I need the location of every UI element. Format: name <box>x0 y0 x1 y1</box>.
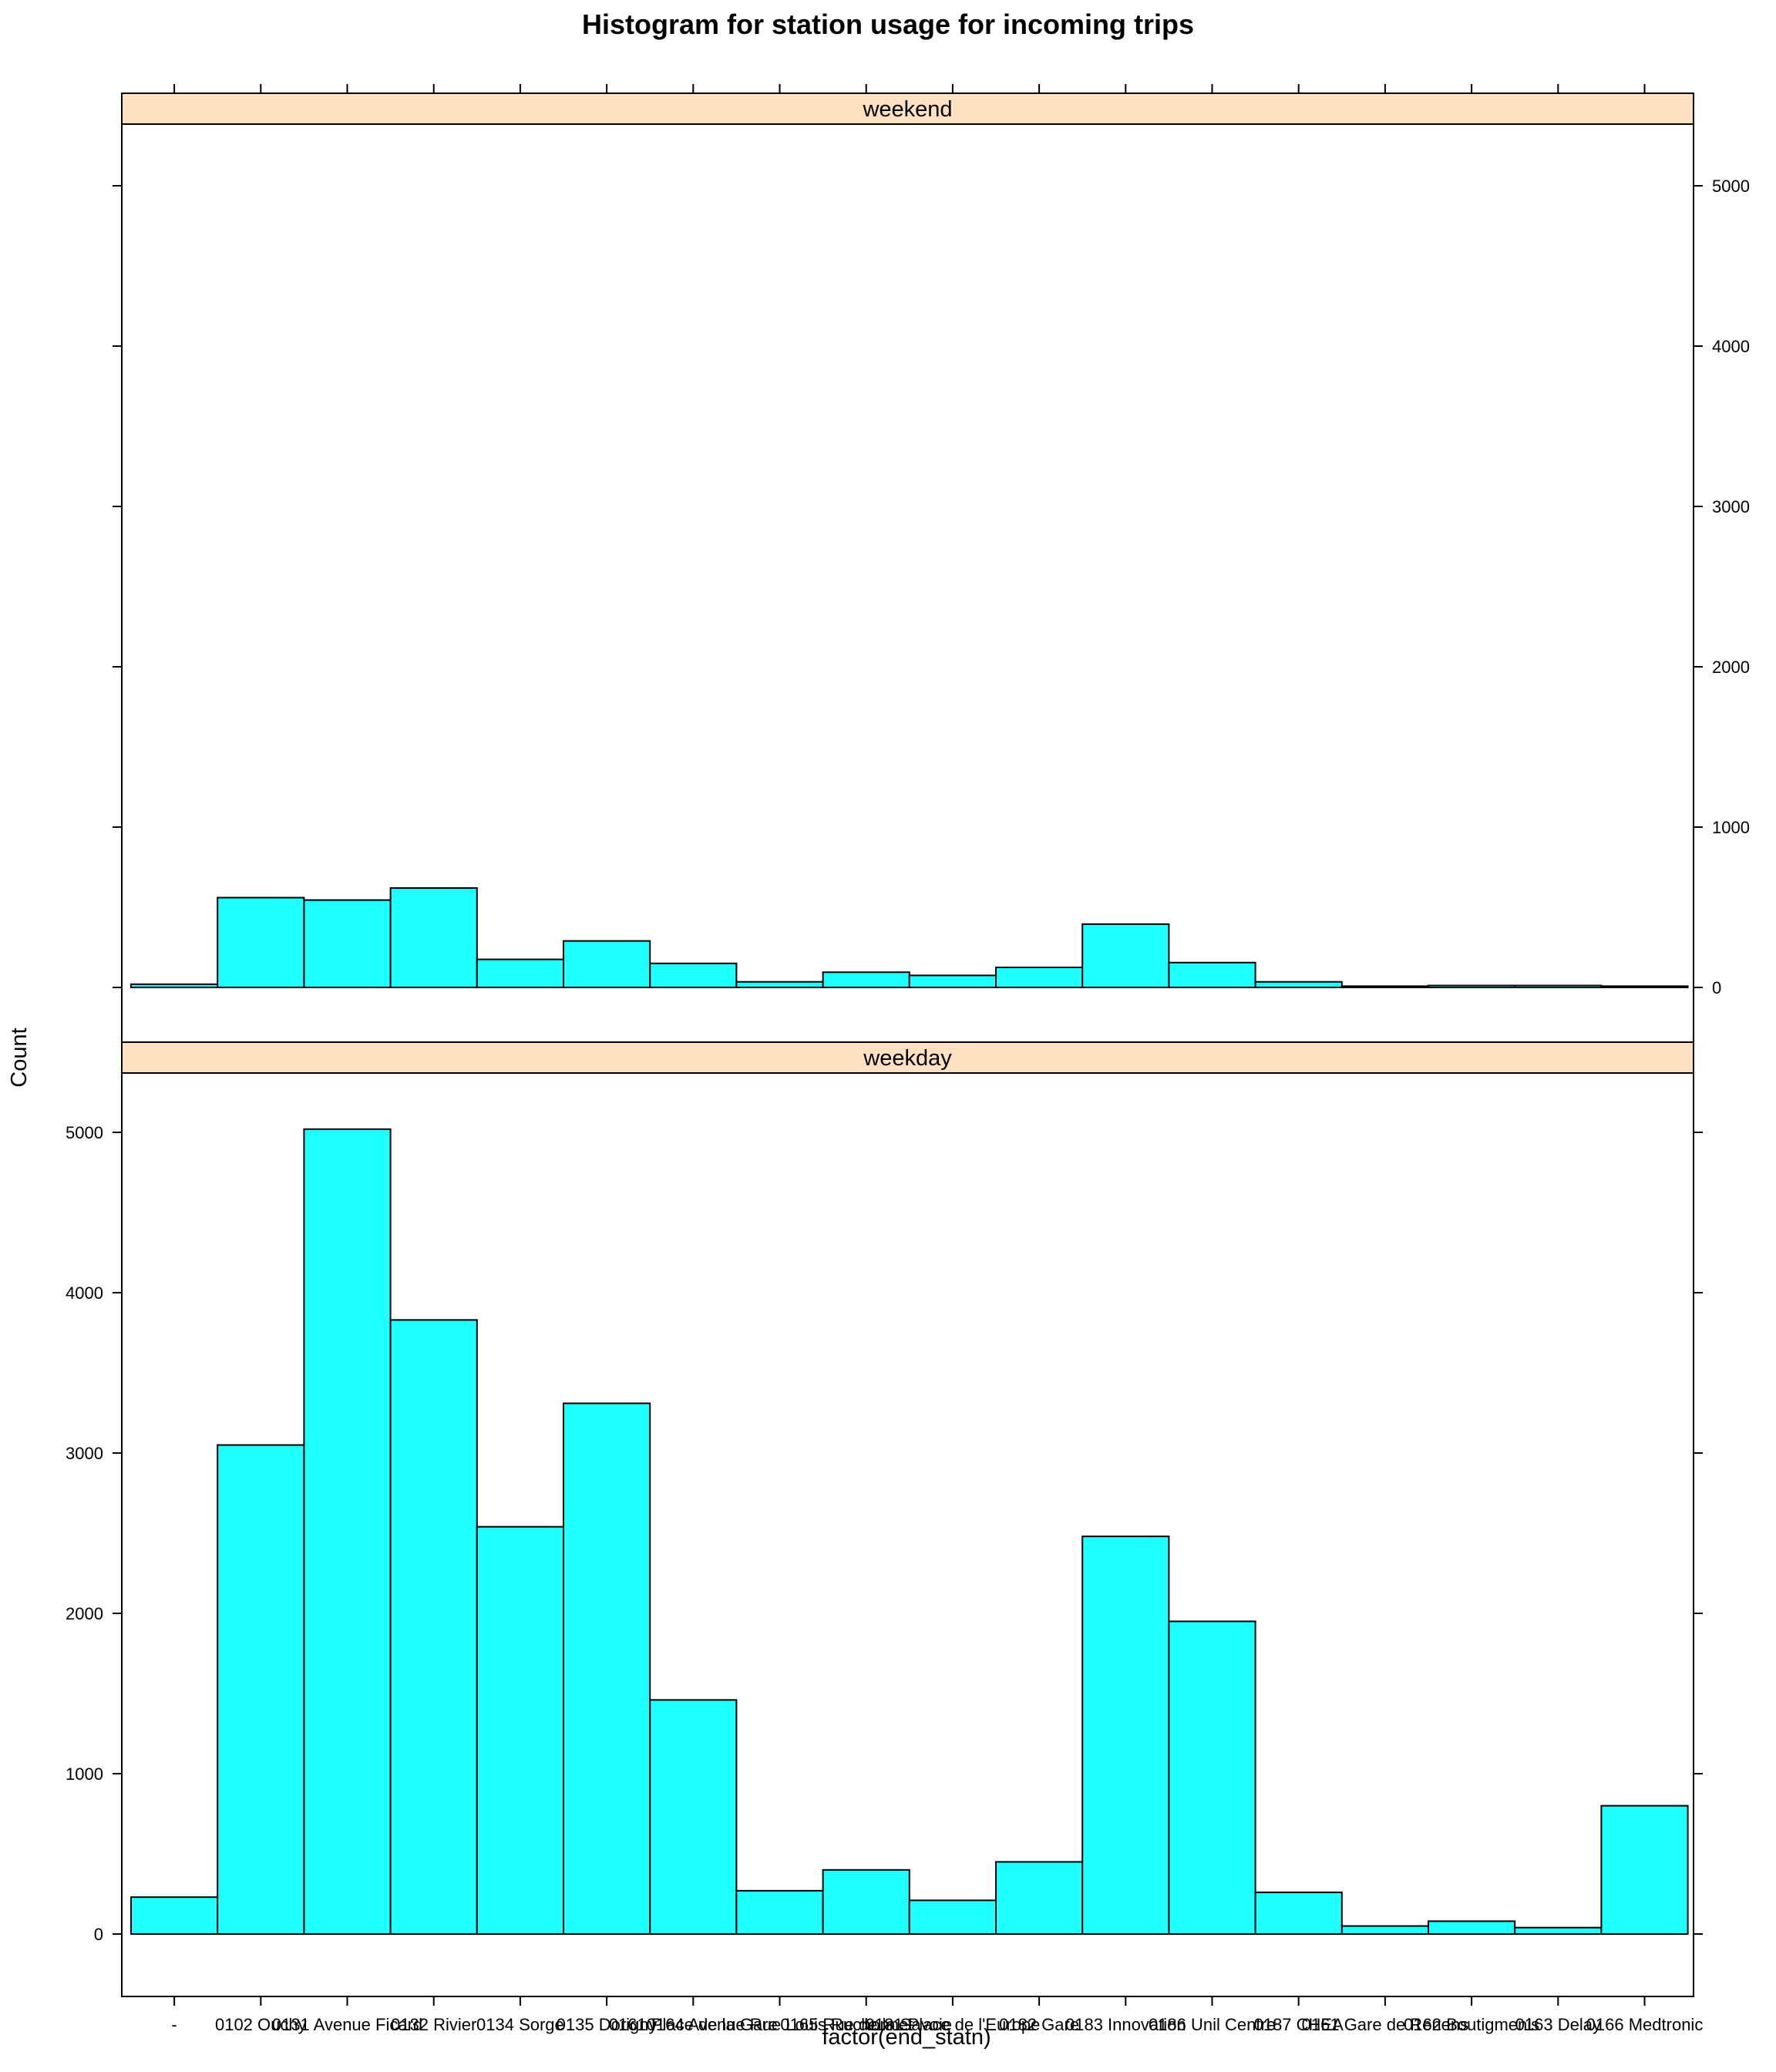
x-axis-label: factor(end_statn) <box>822 2025 991 2050</box>
bar-weekend-9 <box>908 974 997 989</box>
bar-weekday-4 <box>476 1525 564 1936</box>
y-tick-label-weekday-2000: 2000 <box>66 1604 103 1623</box>
bar-weekday-15 <box>1428 1920 1516 1936</box>
bar-weekday-1 <box>217 1444 305 1935</box>
bar-weekend-4 <box>476 958 564 988</box>
y-tick-label-weekend-3000: 3000 <box>1712 497 1750 516</box>
bar-weekend-14 <box>1340 985 1430 989</box>
bar-weekday-6 <box>649 1699 738 1936</box>
y-tick-label-weekday-0: 0 <box>94 1925 103 1944</box>
x-tick-label-12: 0186 Unil Centre <box>1149 2015 1276 2034</box>
bar-weekend-2 <box>303 899 392 989</box>
y-tick-label-weekend-0: 0 <box>1712 978 1721 997</box>
bar-weekday-2 <box>303 1128 392 1935</box>
bar-weekday-13 <box>1254 1891 1343 1935</box>
bar-weekday-10 <box>995 1861 1084 1935</box>
x-tick-label-13: 0187 CHEA <box>1254 2015 1344 2034</box>
x-tick-label-7: 0164 Avenue Rue Louis Ruchonnet <box>647 2015 913 2034</box>
bar-weekend-16 <box>1514 984 1603 989</box>
bar-weekend-5 <box>563 940 651 989</box>
y-tick-label-weekend-1000: 1000 <box>1712 818 1750 837</box>
bar-weekday-5 <box>563 1402 651 1935</box>
x-tick-label-4: 0134 Sorge <box>476 2015 564 2034</box>
bar-weekday-0 <box>130 1896 219 1935</box>
x-tick-label-3: 0132 Rivier <box>391 2015 476 2034</box>
bar-weekend-7 <box>735 980 824 988</box>
y-tick-label-weekday-1000: 1000 <box>66 1764 103 1784</box>
bar-weekday-3 <box>389 1319 478 1935</box>
x-tick-label-2: 0131 Avenue Ficard <box>272 2015 422 2034</box>
x-tick-label-1: 0102 Ouchy <box>215 2015 307 2034</box>
bar-weekday-9 <box>908 1899 997 1936</box>
bar-weekday-11 <box>1081 1536 1170 1936</box>
bar-weekday-12 <box>1168 1620 1256 1935</box>
bar-weekend-17 <box>1600 985 1689 989</box>
x-tick-label-5: 0135 Dorigny <box>557 2015 658 2034</box>
y-axis-label: Count <box>7 1028 32 1087</box>
chart-title: Histogram for station usage for incoming… <box>582 8 1194 40</box>
x-tick-label-6: 0161 Place de la Gare <box>609 2015 778 2034</box>
x-tick-label-15: 0162 Boutigmenis <box>1404 2015 1539 2034</box>
x-tick-label-0: - <box>171 2015 177 2034</box>
bar-weekend-12 <box>1168 961 1256 989</box>
y-tick-label-weekday-3000: 3000 <box>66 1444 103 1463</box>
bar-weekday-8 <box>822 1868 910 1936</box>
plot-layer: weekend 0 1000 2000 3000 4000 5000 weekday 0 1000… <box>66 84 1750 2034</box>
panel-frame-weekday <box>121 1072 1694 1997</box>
y-tick-label-weekend-4000: 4000 <box>1712 337 1750 356</box>
y-tick-label-weekend-2000: 2000 <box>1712 658 1750 677</box>
bar-weekend-6 <box>649 962 738 989</box>
bar-weekend-10 <box>995 967 1084 988</box>
bar-weekday-16 <box>1514 1926 1603 1935</box>
strip-label-weekend: weekend <box>862 97 952 122</box>
bar-weekend-1 <box>217 896 305 989</box>
y-tick-label-weekday-4000: 4000 <box>66 1283 103 1303</box>
bar-weekday-17 <box>1600 1805 1689 1936</box>
bar-weekend-8 <box>822 971 910 988</box>
bar-weekend-13 <box>1254 980 1343 988</box>
x-tick-label-17: 0166 Medtronic <box>1586 2015 1704 2034</box>
x-tick-label-14: 0161 Gare de Renens <box>1302 2015 1469 2034</box>
bar-weekend-15 <box>1428 984 1516 989</box>
y-tick-label-weekend-5000: 5000 <box>1712 177 1750 196</box>
bar-weekday-14 <box>1340 1925 1430 1936</box>
bar-weekend-11 <box>1081 923 1170 988</box>
strip-label-weekday: weekday <box>863 1046 952 1071</box>
bar-weekend-0 <box>130 983 219 988</box>
bar-weekend-3 <box>389 887 478 989</box>
y-tick-label-weekday-5000: 5000 <box>66 1123 103 1142</box>
x-tick-label-10: 0182 Gare <box>999 2015 1079 2034</box>
strip-weekend <box>121 92 1694 125</box>
x-tick-label-9: 0181 Place de l'Europe <box>865 2015 1040 2034</box>
x-tick-label-16: 0163 Delay <box>1515 2015 1601 2034</box>
x-tick-label-8: 0165 Rue de la Savoie <box>780 2015 952 2034</box>
bar-weekday-7 <box>735 1889 824 1936</box>
x-tick-label-11: 0183 Innovation <box>1065 2015 1186 2034</box>
